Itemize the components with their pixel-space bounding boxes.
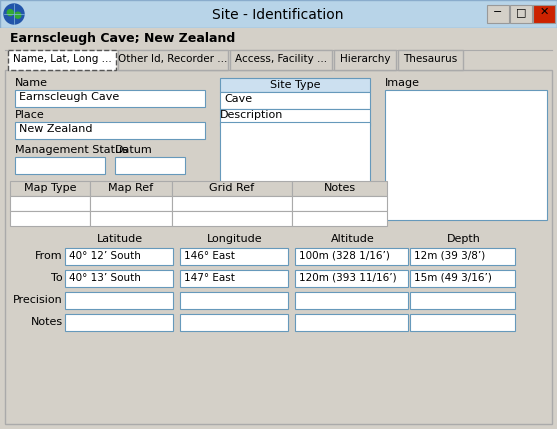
Bar — [385, 90, 547, 220]
Text: Hierarchy: Hierarchy — [340, 54, 390, 64]
Bar — [10, 211, 90, 226]
Bar — [15, 157, 105, 174]
Text: Site Type: Site Type — [270, 80, 320, 90]
Text: Place: Place — [15, 110, 45, 120]
Bar — [65, 248, 173, 265]
Text: Management Status: Management Status — [15, 145, 128, 155]
Bar — [220, 109, 370, 126]
Bar — [510, 5, 532, 23]
Bar — [180, 314, 288, 331]
Bar — [230, 50, 332, 70]
Bar — [292, 211, 387, 226]
Text: Depth: Depth — [447, 234, 481, 244]
Text: □: □ — [516, 7, 526, 17]
Bar — [118, 50, 228, 70]
Bar — [533, 5, 555, 23]
Text: New Zealand: New Zealand — [19, 124, 92, 134]
Text: Map Ref: Map Ref — [109, 183, 154, 193]
Text: Cave: Cave — [224, 94, 252, 104]
Bar — [180, 292, 288, 309]
Circle shape — [4, 4, 24, 24]
Bar — [90, 211, 172, 226]
Bar — [180, 270, 288, 287]
Bar — [410, 270, 515, 287]
Text: Name: Name — [15, 78, 48, 88]
Bar — [334, 50, 396, 70]
Text: Earnscleugh Cave; New Zealand: Earnscleugh Cave; New Zealand — [10, 32, 235, 45]
Text: Thesaurus: Thesaurus — [403, 54, 458, 64]
Bar — [410, 314, 515, 331]
Bar — [295, 270, 408, 287]
Bar — [220, 78, 370, 92]
Text: 146° East: 146° East — [184, 251, 235, 261]
Text: Latitude: Latitude — [97, 234, 143, 244]
Bar — [172, 181, 292, 196]
Text: 40° 13’ South: 40° 13’ South — [69, 273, 141, 283]
Bar — [115, 157, 185, 174]
Bar — [410, 292, 515, 309]
Text: Grid Ref: Grid Ref — [209, 183, 255, 193]
Text: Map Type: Map Type — [24, 183, 76, 193]
Bar — [172, 196, 292, 211]
Bar — [15, 122, 205, 139]
Bar — [172, 211, 292, 226]
Text: Notes: Notes — [31, 317, 63, 327]
Bar — [487, 5, 509, 23]
Bar — [90, 181, 172, 196]
Bar — [292, 181, 387, 196]
Text: Datum: Datum — [115, 145, 153, 155]
Text: Precision: Precision — [13, 295, 63, 305]
Bar — [8, 50, 116, 70]
Text: 15m (49 3/16’): 15m (49 3/16’) — [414, 273, 492, 283]
Text: Image: Image — [385, 78, 420, 88]
Bar — [180, 248, 288, 265]
Text: 100m (328 1/16’): 100m (328 1/16’) — [299, 251, 390, 261]
Bar — [65, 270, 173, 287]
Circle shape — [15, 12, 21, 18]
Bar — [292, 196, 387, 211]
Bar — [10, 196, 90, 211]
Text: From: From — [36, 251, 63, 261]
Text: 147° East: 147° East — [184, 273, 235, 283]
Text: Description: Description — [220, 110, 284, 120]
Bar — [295, 314, 408, 331]
Text: Earnscleugh Cave: Earnscleugh Cave — [19, 92, 119, 102]
Text: Longitude: Longitude — [207, 234, 263, 244]
Bar — [295, 292, 408, 309]
Bar — [410, 248, 515, 265]
Bar — [65, 292, 173, 309]
Bar — [220, 92, 370, 109]
Text: Access, Facility ...: Access, Facility ... — [235, 54, 327, 64]
Bar — [5, 70, 552, 424]
Bar — [65, 314, 173, 331]
Text: Notes: Notes — [324, 183, 355, 193]
Text: Name, Lat, Long ...: Name, Lat, Long ... — [13, 54, 111, 64]
Bar — [0, 0, 557, 28]
Text: 120m (393 11/16’): 120m (393 11/16’) — [299, 273, 397, 283]
Bar — [398, 50, 463, 70]
Bar — [15, 90, 205, 107]
Circle shape — [7, 9, 13, 15]
Text: ✕: ✕ — [539, 7, 549, 17]
Bar — [10, 181, 90, 196]
Bar — [90, 196, 172, 211]
Bar — [0, 28, 557, 50]
Text: Altitude: Altitude — [331, 234, 374, 244]
Text: To: To — [51, 273, 63, 283]
Text: 40° 12’ South: 40° 12’ South — [69, 251, 141, 261]
Text: Other Id, Recorder ...: Other Id, Recorder ... — [118, 54, 228, 64]
Text: Site - Identification: Site - Identification — [212, 8, 344, 22]
Bar — [295, 248, 408, 265]
Text: −: − — [494, 7, 502, 17]
Text: 12m (39 3/8’): 12m (39 3/8’) — [414, 251, 485, 261]
Bar — [220, 122, 370, 182]
